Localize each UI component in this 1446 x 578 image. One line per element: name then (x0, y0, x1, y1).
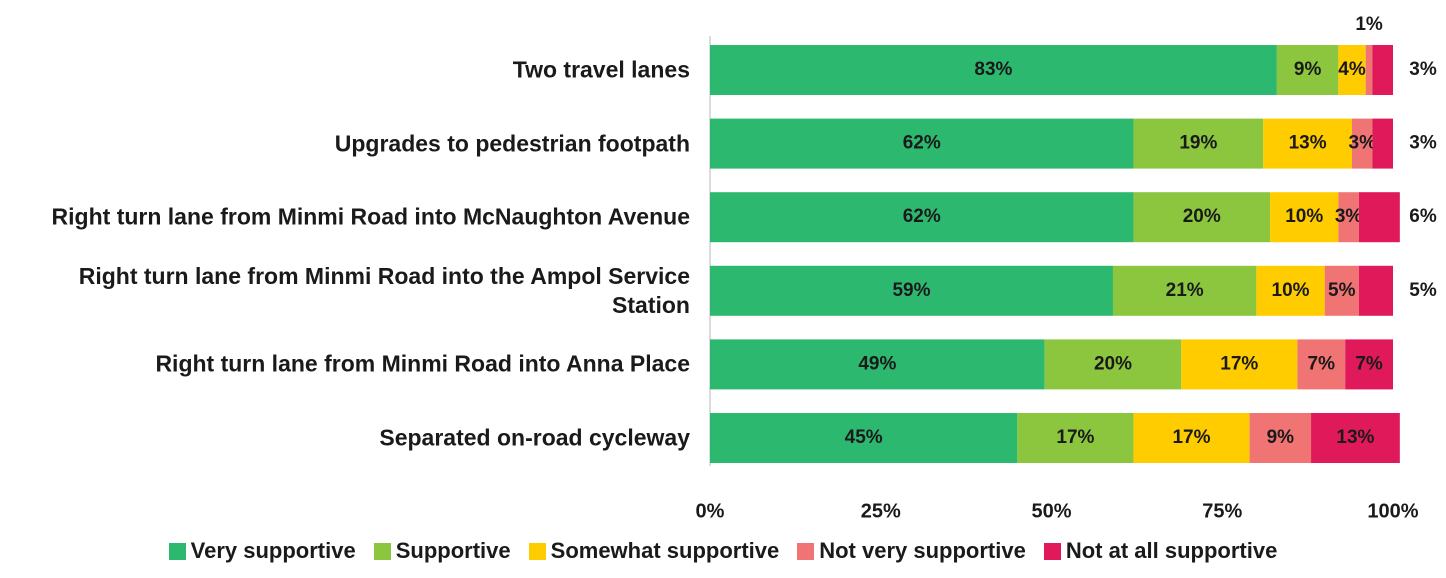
bar-segment (1338, 45, 1366, 95)
legend-swatch (168, 542, 186, 560)
bar-segment (1372, 118, 1393, 169)
category-label: Right turn lane from Minmi Road into the… (78, 262, 690, 318)
legend-label: Not at all supportive (1065, 538, 1278, 563)
x-tick-label: 25% (861, 500, 901, 522)
bar-segment (710, 265, 1113, 316)
legend-swatch (1043, 542, 1061, 560)
value-label: 20% (1183, 206, 1221, 227)
category-label: Separated on-road cycleway (379, 424, 690, 451)
bar-segment (1133, 118, 1264, 169)
bar-segment (1133, 413, 1250, 463)
bar-segment (710, 118, 1134, 169)
bar-segment (1044, 339, 1182, 390)
bar-segment (1256, 265, 1325, 316)
legend-item: Somewhat supportive (528, 538, 780, 564)
value-label: 5% (1409, 280, 1437, 301)
value-label: 62% (903, 133, 941, 154)
value-label: 10% (1272, 280, 1310, 301)
value-label: 49% (858, 353, 896, 374)
x-tick-label: 50% (1031, 500, 1071, 522)
value-label: 17% (1172, 427, 1210, 448)
bar-segment (710, 413, 1018, 463)
value-label: 3% (1335, 206, 1363, 227)
bar-segment (1338, 192, 1359, 243)
category-label: Two travel lanes (512, 56, 690, 83)
bar-segment (1311, 413, 1400, 463)
value-label: 4% (1338, 59, 1366, 80)
bar-segment (1345, 339, 1393, 390)
legend-item: Not very supportive (797, 538, 1026, 564)
value-label: 13% (1336, 427, 1374, 448)
category-label: Right turn lane from Minmi Road into McN… (51, 203, 690, 230)
value-label: 3% (1409, 59, 1437, 80)
value-label: 83% (974, 59, 1012, 80)
bar-segment (1324, 265, 1359, 316)
legend-item: Supportive (373, 538, 511, 564)
bar-segment (1181, 339, 1298, 390)
legend-label: Very supportive (190, 538, 356, 563)
legend-label: Supportive (395, 538, 511, 563)
bar-segment (710, 339, 1045, 390)
value-label: 17% (1220, 353, 1258, 374)
bar-segment (1017, 413, 1134, 463)
value-label: 17% (1056, 427, 1094, 448)
value-label: 10% (1285, 206, 1323, 227)
legend: Very supportive Supportive Somewhat suppor… (0, 538, 1446, 564)
value-label: 6% (1409, 206, 1437, 227)
value-label: 59% (892, 280, 930, 301)
bar-segment (1297, 339, 1346, 390)
value-label: 62% (903, 206, 941, 227)
bar-segment (1372, 45, 1393, 95)
bar-segment (1365, 45, 1373, 95)
category-label: Right turn lane from Minmi Road into Ann… (155, 350, 690, 377)
bar-segment (1352, 118, 1373, 169)
legend-swatch (797, 542, 815, 560)
value-label: 9% (1294, 59, 1322, 80)
bar-segment (1276, 45, 1339, 95)
bar-segment (1270, 192, 1339, 243)
value-label: 5% (1328, 280, 1356, 301)
value-label: 7% (1308, 353, 1336, 374)
bar-segment (1358, 192, 1400, 243)
legend-swatch (373, 542, 391, 560)
value-label: 3% (1409, 133, 1437, 154)
legend-label: Not very supportive (819, 538, 1026, 563)
value-label: 3% (1349, 133, 1377, 154)
legend-swatch (528, 542, 546, 560)
value-label: 45% (845, 427, 883, 448)
legend-item: Not at all supportive (1043, 538, 1278, 564)
bar-segment (1112, 265, 1257, 316)
x-tick-label: 0% (696, 500, 725, 522)
bar-segment (1133, 192, 1271, 243)
x-tick-label: 100% (1367, 500, 1418, 522)
value-label: 9% (1267, 427, 1295, 448)
bar-segment (1249, 413, 1312, 463)
value-label: 20% (1094, 353, 1132, 374)
category-label: Upgrades to pedestrian footpath (334, 130, 690, 157)
value-label: 1% (1355, 14, 1383, 35)
x-tick-label: 75% (1202, 500, 1242, 522)
value-label: 13% (1289, 133, 1327, 154)
value-label: 7% (1355, 353, 1383, 374)
bar-segment (710, 45, 1277, 95)
bar-segment (710, 192, 1134, 243)
legend-item: Very supportive (168, 538, 356, 564)
value-label: 21% (1166, 280, 1204, 301)
value-label: 19% (1179, 133, 1217, 154)
bar-segment (1358, 265, 1393, 316)
bar-segment (1263, 118, 1353, 169)
legend-label: Somewhat supportive (550, 538, 780, 563)
